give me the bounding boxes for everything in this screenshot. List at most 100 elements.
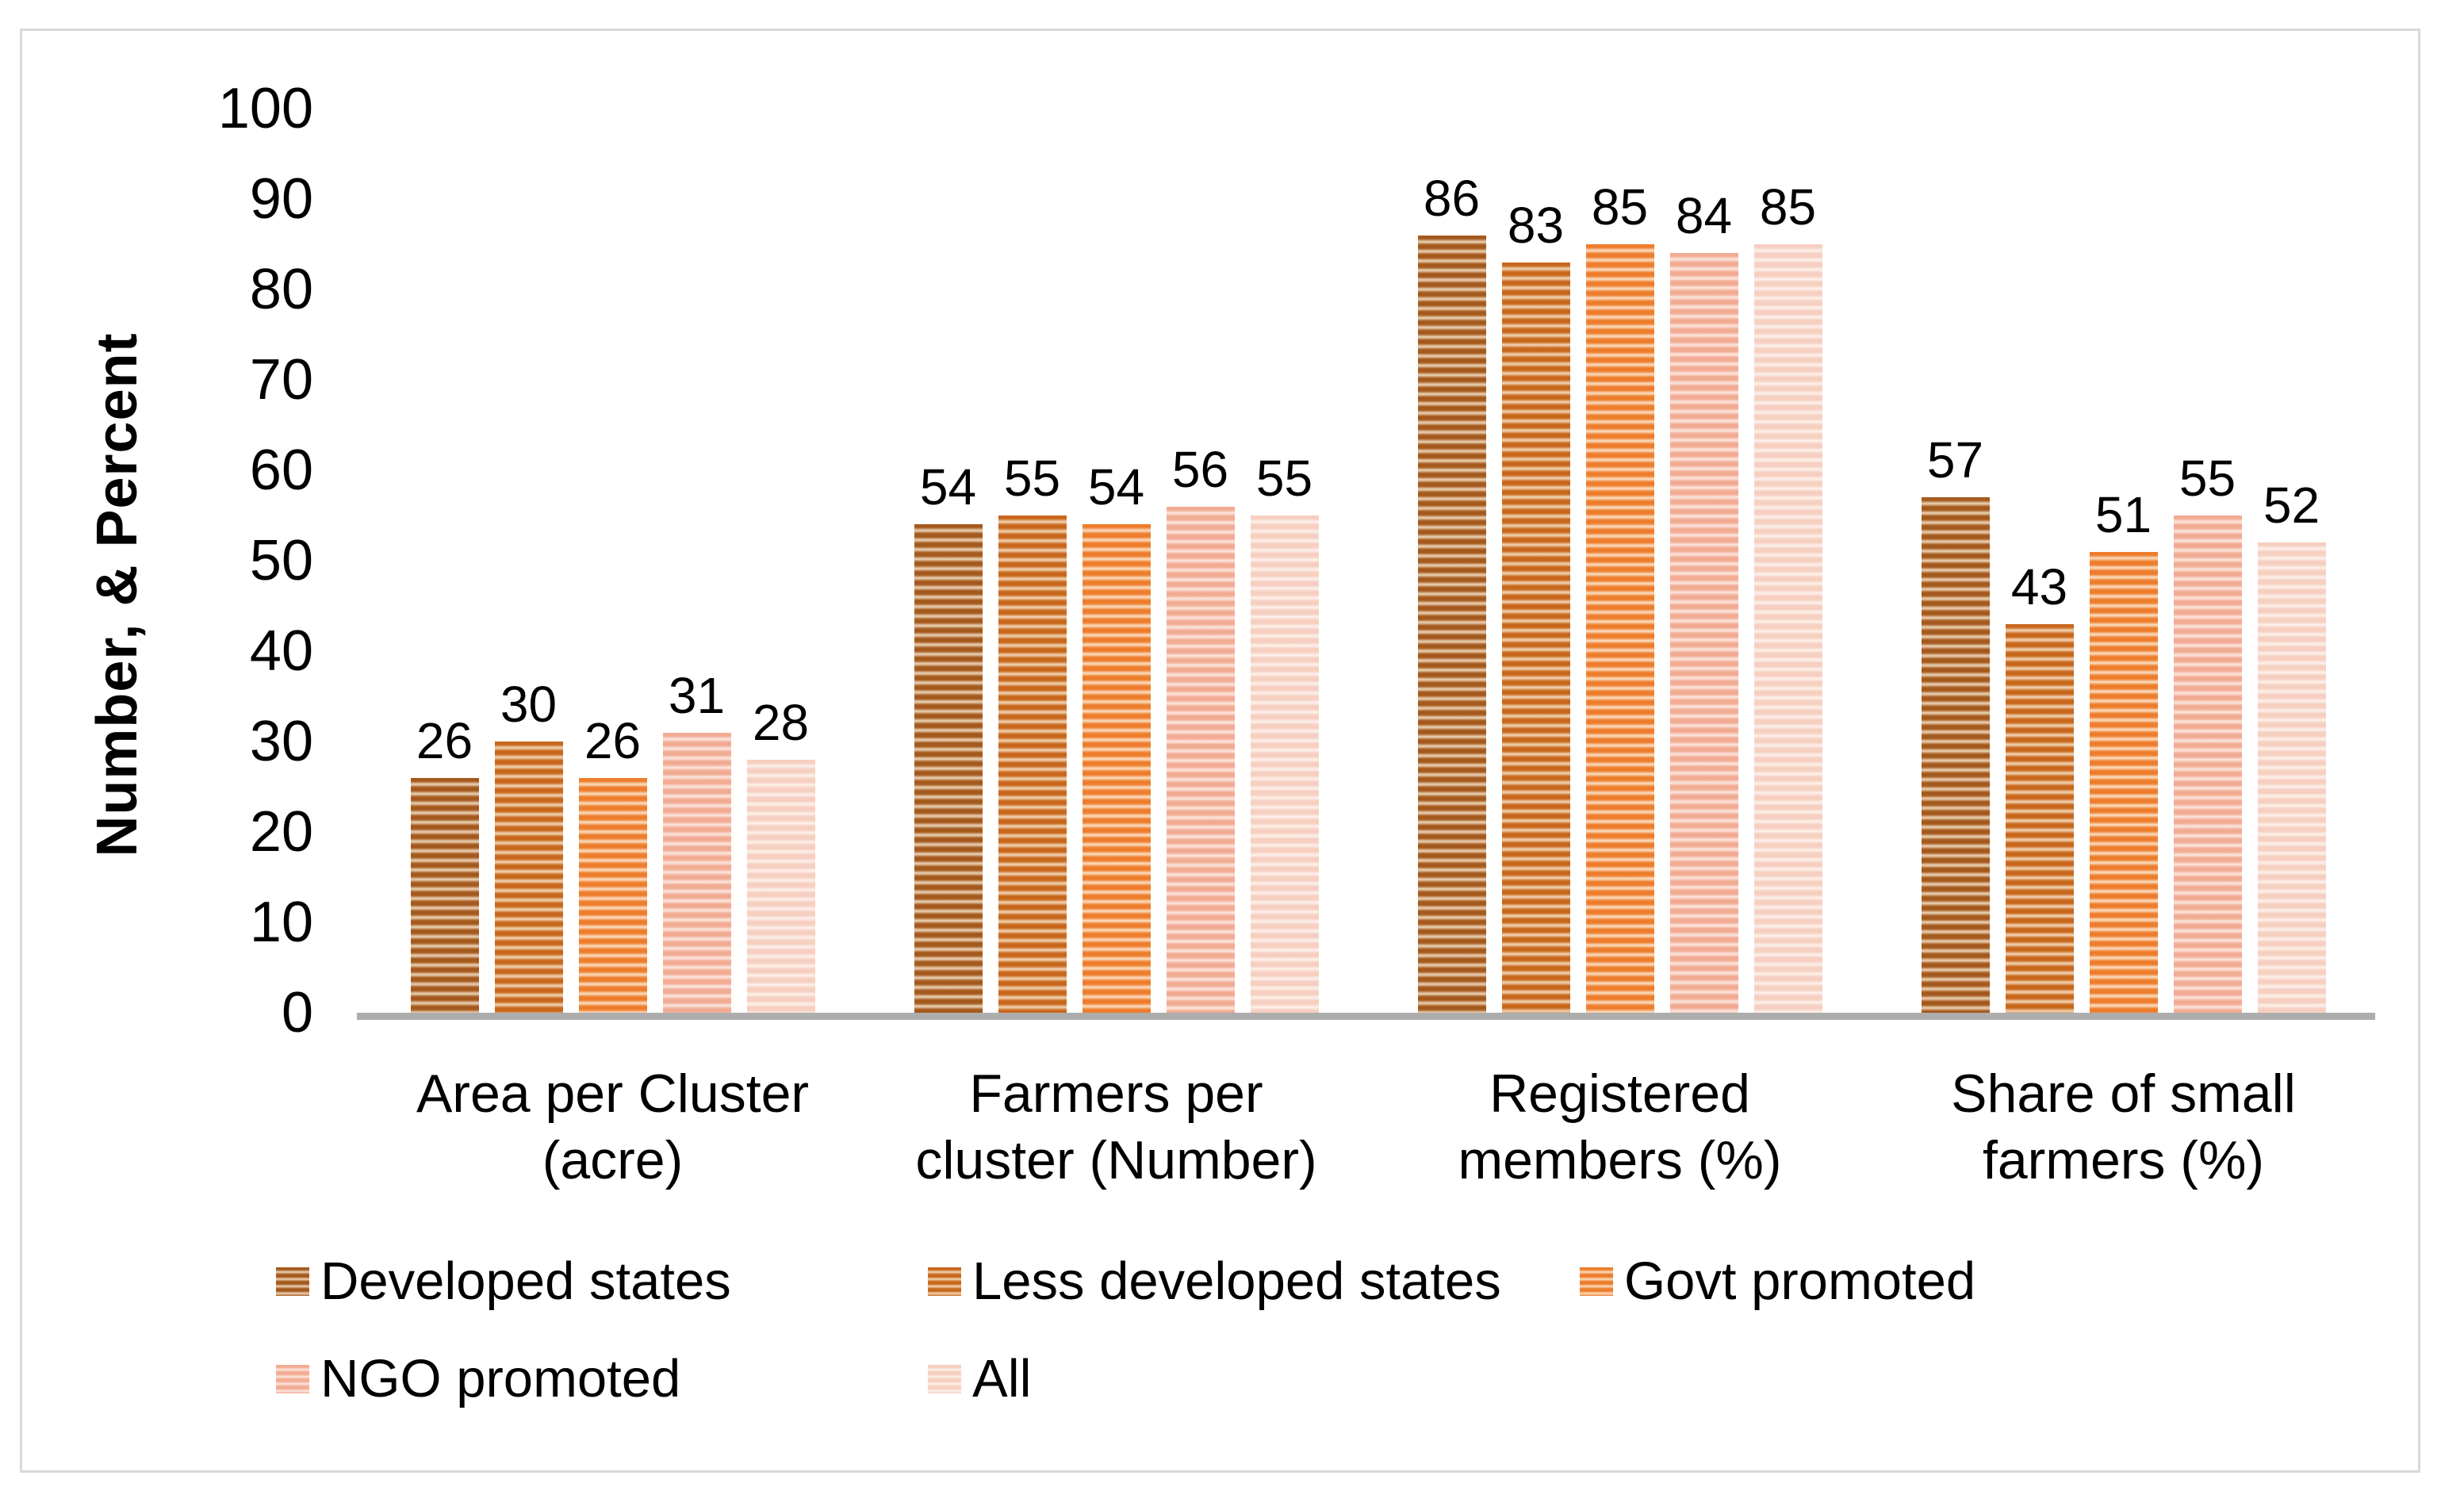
- bar-value-label: 54: [1087, 458, 1145, 516]
- legend-label: Less developed states: [972, 1251, 1501, 1311]
- bar-group: 54 55 54 56 55: [864, 109, 1368, 1013]
- y-tick-label: 0: [281, 981, 313, 1044]
- bar: [1417, 235, 1486, 1013]
- bar-value-label: 26: [416, 711, 473, 769]
- bar: [1669, 253, 1738, 1013]
- bar-value-label: 28: [752, 693, 810, 751]
- bar-cell: 54: [1082, 458, 1151, 1013]
- category-label-line: Farmers per: [969, 1064, 1263, 1124]
- bar-value-label: 51: [2094, 485, 2152, 543]
- legend-marker: [928, 1365, 961, 1393]
- category-axis: Area per Cluster (acre) Farmers per cluster…: [361, 1060, 2375, 1194]
- legend-item: All: [928, 1351, 1031, 1407]
- bar-cell: 57: [1921, 431, 1990, 1013]
- bar: [914, 524, 983, 1013]
- y-tick-label: 90: [249, 167, 313, 231]
- y-tick-label: 50: [249, 529, 313, 592]
- bar-group: 26 30 26 31 28: [361, 109, 864, 1013]
- category-label-line: members (%): [1458, 1130, 1782, 1190]
- bar-cell: 55: [1250, 450, 1319, 1013]
- bar-cell: 43: [2005, 558, 2074, 1013]
- legend-label: NGO promoted: [320, 1349, 681, 1408]
- bar-cell: 26: [410, 711, 479, 1013]
- bar-cell: 51: [2089, 485, 2158, 1013]
- bar: [494, 742, 563, 1013]
- x-axis-line: [357, 1013, 2375, 1020]
- category-label-line: Share of small: [1951, 1064, 2296, 1124]
- bar-value-label: 83: [1507, 196, 1565, 254]
- y-tick-label: 20: [249, 800, 313, 864]
- bar: [2173, 515, 2242, 1013]
- bar-value-label: 85: [1591, 178, 1649, 236]
- bar-value-label: 26: [584, 711, 642, 769]
- bar-group: 57 43 51 55 52: [1872, 109, 2375, 1013]
- legend-label: Govt promoted: [1624, 1251, 1976, 1311]
- bar-value-label: 57: [1926, 431, 1984, 489]
- bar-cell: 85: [1585, 178, 1654, 1013]
- bar: [2257, 542, 2326, 1013]
- legend-item: Govt promoted: [1580, 1254, 1975, 1309]
- bar-cell: 30: [494, 676, 563, 1013]
- category-label-line: cluster (Number): [915, 1130, 1317, 1190]
- legend-item: Less developed states: [928, 1254, 1501, 1309]
- bar-cell: 54: [914, 459, 983, 1013]
- y-tick-label: 100: [217, 77, 313, 140]
- category-label-line: Registered: [1489, 1064, 1750, 1124]
- bar-cell: 31: [662, 666, 731, 1013]
- legend-label: Developed states: [320, 1251, 731, 1311]
- bar: [998, 515, 1067, 1013]
- bar-cell: 55: [2173, 450, 2242, 1013]
- bar-cell: 26: [578, 711, 647, 1013]
- category-label-line: farmers (%): [1982, 1130, 2265, 1190]
- bar-group: 86 83 85 84 85: [1368, 109, 1872, 1013]
- bar: [410, 777, 479, 1013]
- legend-item: NGO promoted: [276, 1351, 680, 1407]
- y-tick-label: 80: [249, 258, 313, 321]
- category-label: Farmers per cluster (Number): [864, 1060, 1368, 1194]
- plot-area: 26 30 26 31 28 54 55 54 56 55 86 83 85 84 85 57 43 51 55 52: [361, 109, 2375, 1013]
- y-tick-label: 40: [249, 619, 313, 683]
- legend-item: Developed states: [276, 1254, 731, 1309]
- bar-value-label: 56: [1171, 440, 1229, 498]
- bar-value-label: 52: [2263, 477, 2320, 535]
- y-tick-label: 60: [249, 439, 313, 502]
- y-tick-label: 70: [249, 348, 313, 412]
- bar-cell: 52: [2257, 477, 2326, 1013]
- bar-value-label: 54: [919, 458, 977, 516]
- bar-value-label: 55: [1255, 450, 1313, 507]
- y-tick-label: 10: [249, 891, 313, 954]
- category-label: Area per Cluster (acre): [361, 1060, 864, 1194]
- category-label-line: (acre): [542, 1130, 684, 1190]
- bar: [578, 777, 647, 1013]
- bar: [1501, 262, 1570, 1013]
- bar: [1753, 244, 1822, 1013]
- bar-cell: 55: [998, 450, 1067, 1013]
- bar-value-label: 43: [2010, 558, 2068, 615]
- bar-cell: 56: [1166, 440, 1235, 1013]
- category-label: Registered members (%): [1368, 1060, 1872, 1194]
- legend-label: All: [972, 1349, 1032, 1408]
- bar-cell: 85: [1753, 179, 1822, 1013]
- bar: [1585, 244, 1654, 1013]
- bar-cell: 83: [1501, 196, 1570, 1013]
- bar: [2089, 551, 2158, 1013]
- bar: [2005, 623, 2074, 1013]
- bar: [746, 759, 815, 1013]
- legend-marker: [276, 1267, 309, 1296]
- bar: [1082, 524, 1151, 1013]
- bar: [1250, 515, 1319, 1013]
- bar-cell: 28: [746, 693, 815, 1013]
- bar-value-label: 30: [500, 676, 558, 733]
- bar-value-label: 55: [1003, 450, 1061, 507]
- legend-marker: [276, 1365, 309, 1393]
- bar: [662, 732, 731, 1013]
- legend-marker: [928, 1267, 961, 1296]
- bar: [1921, 497, 1990, 1013]
- category-label-line: Area per Cluster: [416, 1064, 810, 1124]
- y-tick-label: 30: [249, 710, 313, 773]
- bar-cell: 84: [1669, 187, 1738, 1013]
- bar-value-label: 84: [1675, 187, 1733, 245]
- category-label: Share of small farmers (%): [1872, 1060, 2375, 1194]
- bar-value-label: 31: [668, 666, 726, 724]
- bar-cell: 86: [1417, 171, 1486, 1013]
